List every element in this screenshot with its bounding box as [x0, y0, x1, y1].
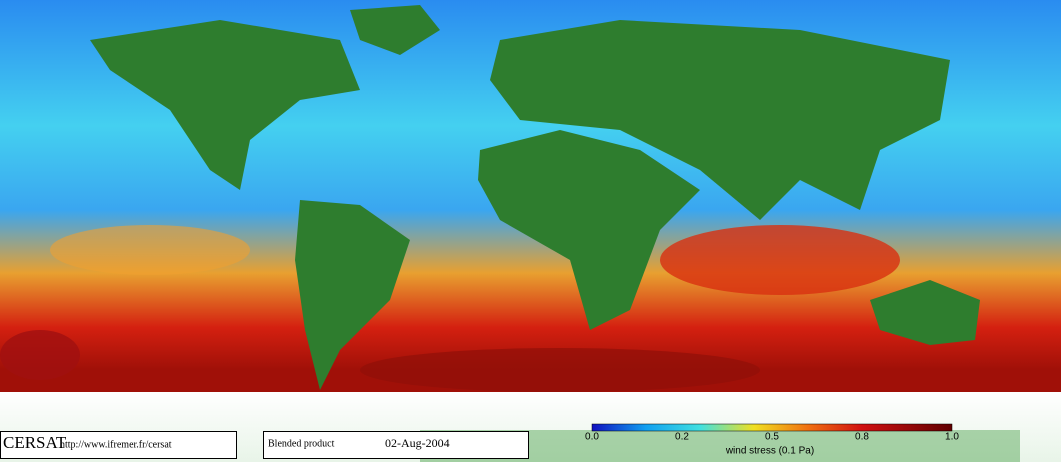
colorbar-tick-label: 0.0 — [585, 432, 599, 443]
logo: CERSAT — [3, 433, 67, 452]
colorbar: wind stress (0.1 Pa) 0.0 0.2 0.5 0.8 1.0 — [585, 423, 959, 457]
logo-box — [0, 431, 237, 459]
colorbar-tick-label: 1.0 — [945, 432, 959, 443]
date: 02-Aug-2004 — [385, 436, 450, 450]
colorbar-tick-label: 0.5 — [765, 432, 779, 443]
colorbar-ramp — [591, 423, 953, 432]
colorbar-label: wind stress (0.1 Pa) — [725, 446, 814, 457]
colorbar-tick-label: 0.8 — [855, 432, 869, 443]
url: http://www.ifremer.fr/cersat — [60, 439, 172, 450]
product-box — [263, 431, 529, 459]
colorbar-tick-label: 0.2 — [675, 432, 689, 443]
product: Blended product — [268, 438, 335, 449]
footer: CERSAT http://www.ifremer.fr/cersat Blen… — [0, 431, 529, 459]
